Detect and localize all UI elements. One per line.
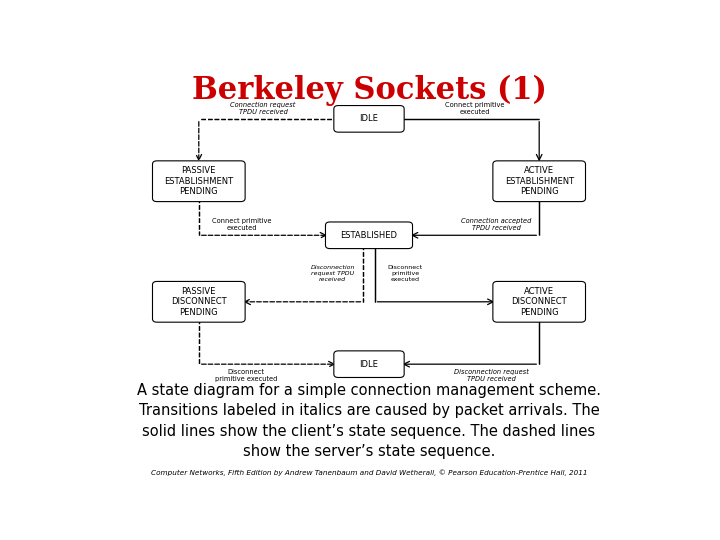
Text: Disconnect
primitive
executed: Disconnect primitive executed (387, 265, 423, 282)
FancyBboxPatch shape (153, 281, 245, 322)
Text: Connect primitive
executed: Connect primitive executed (212, 218, 272, 231)
FancyBboxPatch shape (493, 281, 585, 322)
FancyBboxPatch shape (153, 161, 245, 201)
Text: ESTABLISHED: ESTABLISHED (341, 231, 397, 240)
Text: ACTIVE
ESTABLISHMENT
PENDING: ACTIVE ESTABLISHMENT PENDING (505, 166, 574, 196)
Text: IDLE: IDLE (359, 114, 379, 123)
Text: IDLE: IDLE (359, 360, 379, 369)
Text: Computer Networks, Fifth Edition by Andrew Tanenbaum and David Wetherall, © Pear: Computer Networks, Fifth Edition by Andr… (150, 469, 588, 476)
Text: Berkeley Sockets (1): Berkeley Sockets (1) (192, 75, 546, 106)
Text: Disconnect
primitive executed: Disconnect primitive executed (215, 369, 277, 382)
FancyBboxPatch shape (334, 105, 404, 132)
Text: ACTIVE
DISCONNECT
PENDING: ACTIVE DISCONNECT PENDING (511, 287, 567, 316)
Text: Disconnection
request TPDU
received: Disconnection request TPDU received (310, 265, 355, 282)
FancyBboxPatch shape (493, 161, 585, 201)
FancyBboxPatch shape (334, 351, 404, 377)
Text: A state diagram for a simple connection management scheme.
Transitions labeled i: A state diagram for a simple connection … (137, 383, 601, 459)
FancyBboxPatch shape (325, 222, 413, 248)
Text: Connect primitive
executed: Connect primitive executed (445, 102, 505, 115)
Text: Connection accepted
TPDU received: Connection accepted TPDU received (461, 218, 531, 232)
Text: PASSIVE
DISCONNECT
PENDING: PASSIVE DISCONNECT PENDING (171, 287, 227, 316)
Text: Disconnection request
TPDU received: Disconnection request TPDU received (454, 369, 529, 382)
Text: Connection request
TPDU received: Connection request TPDU received (230, 102, 296, 115)
Text: PASSIVE
ESTABLISHMENT
PENDING: PASSIVE ESTABLISHMENT PENDING (164, 166, 233, 196)
